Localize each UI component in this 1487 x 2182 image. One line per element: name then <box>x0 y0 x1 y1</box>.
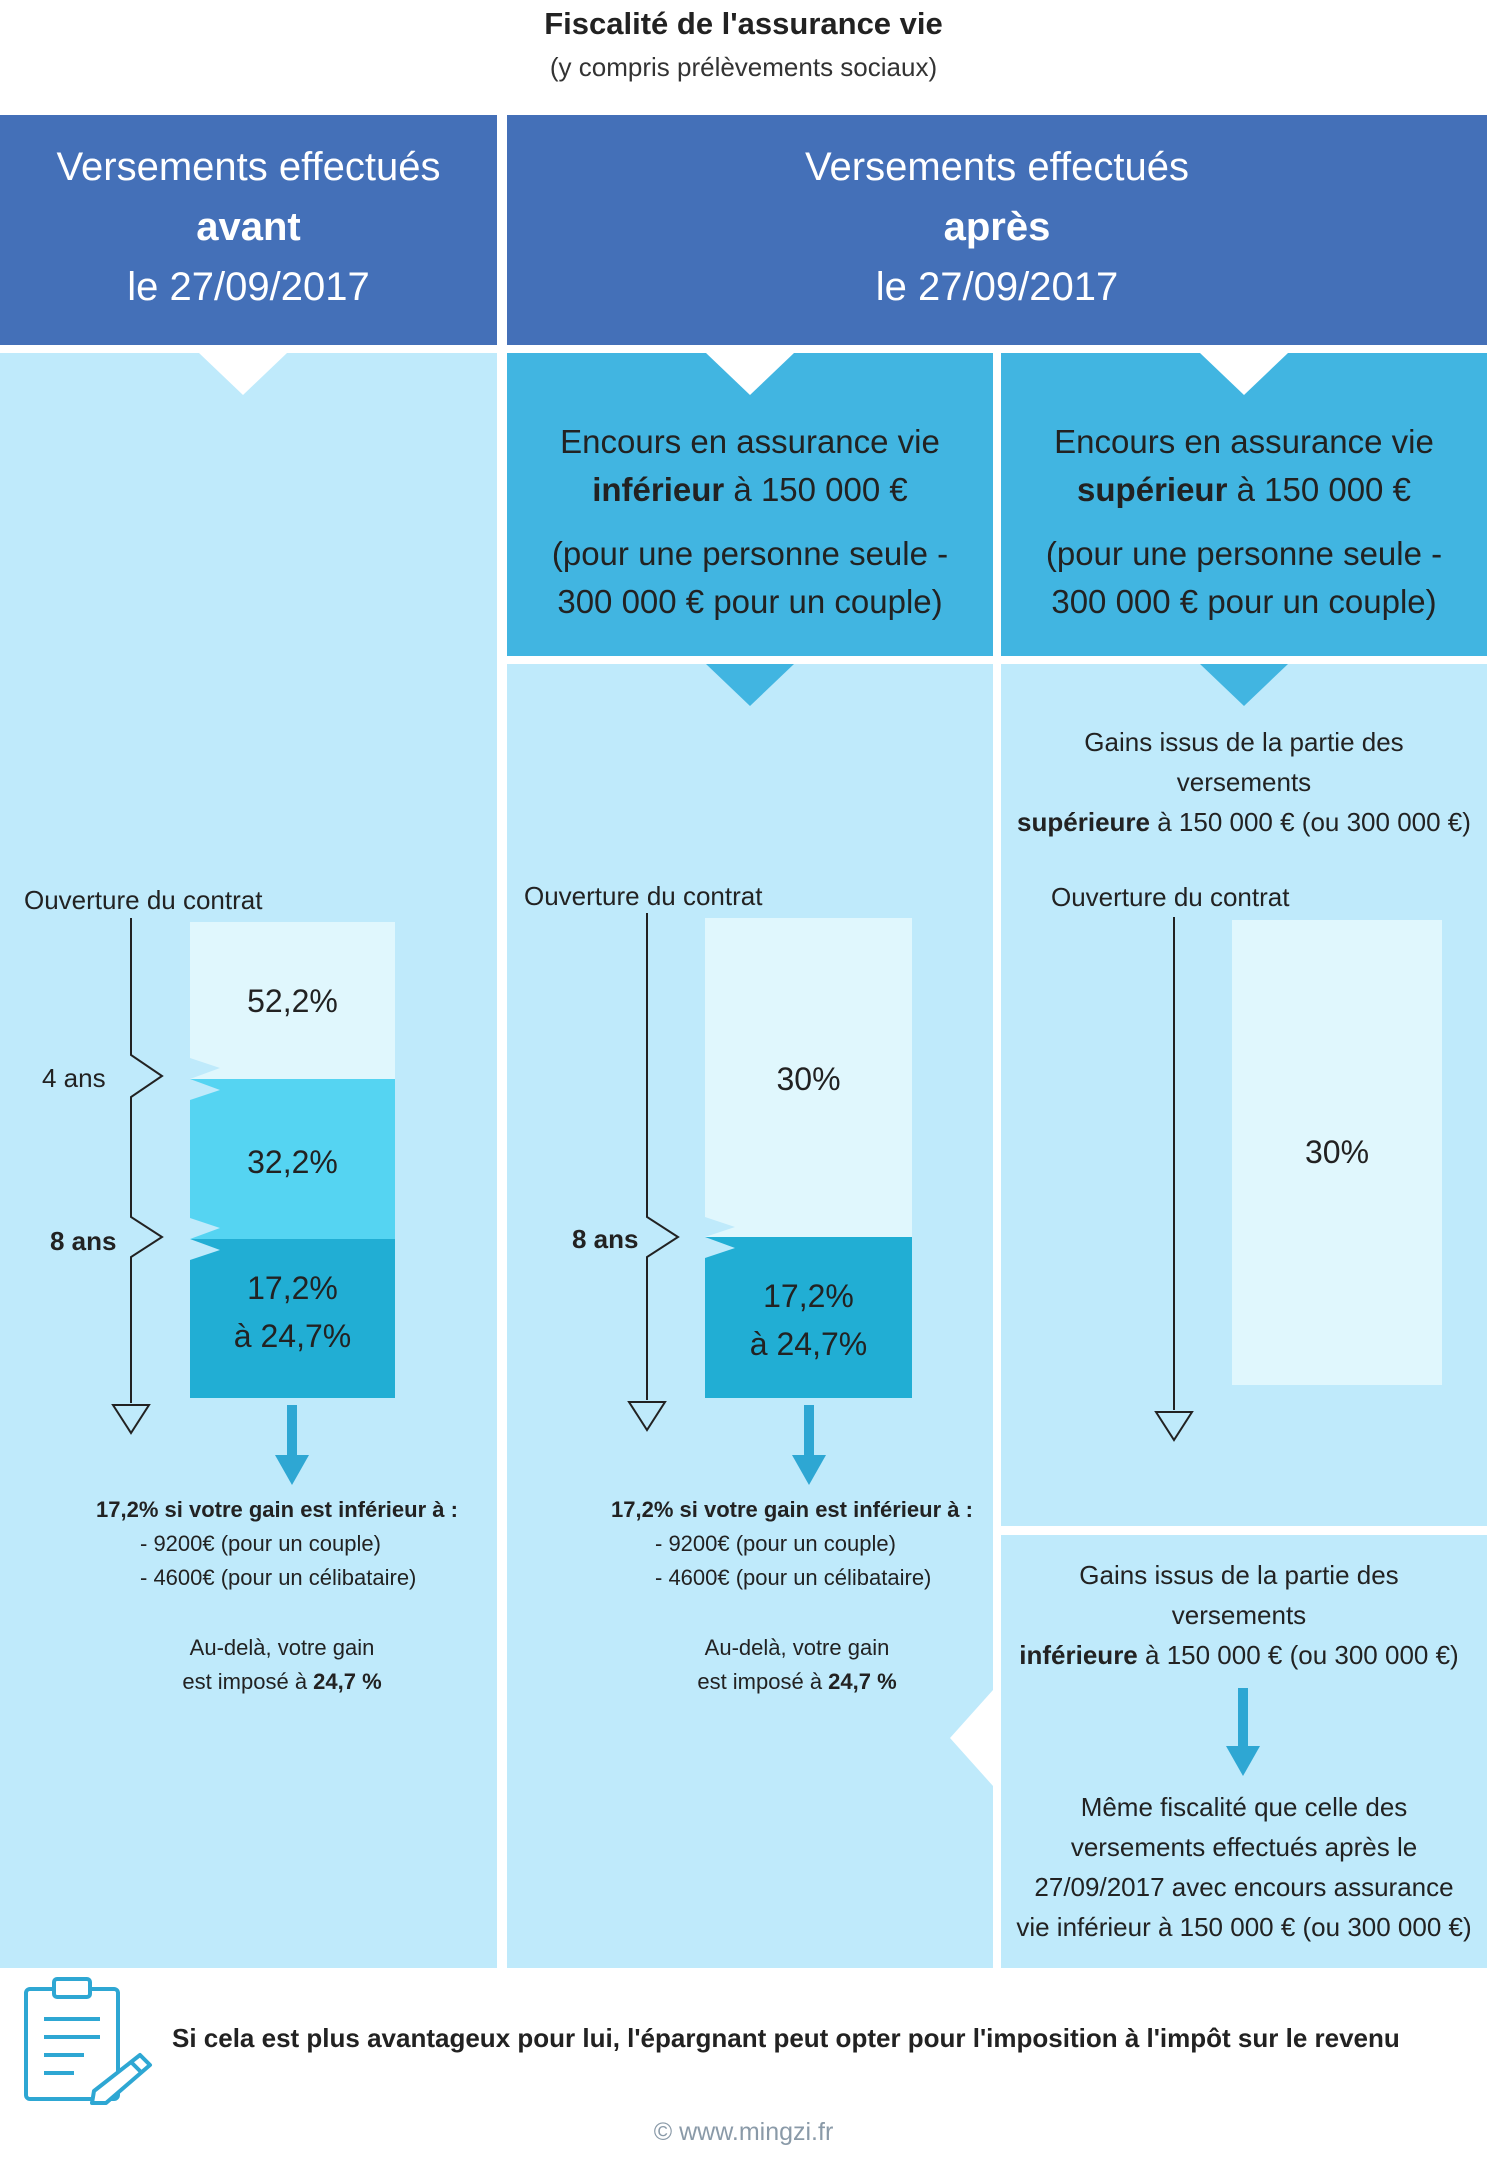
note-before-single: - 4600€ (pour un célibataire) <box>140 1565 417 1590</box>
rate-inferieur-second: 17,2% à 24,7% <box>705 1270 912 1370</box>
encours-superieur-box <box>1001 353 1487 656</box>
note-before-couple: - 9200€ (pour un couple) <box>140 1531 381 1556</box>
encours-inf-line1: Encours en assurance vie <box>560 423 940 460</box>
note-before: 17,2% si votre gain est inférieur à : - … <box>96 1493 476 1595</box>
header-before: Versements effectués avant le 27/09/2017 <box>0 115 497 345</box>
eight-years-label-inferieur: 8 ans <box>572 1224 639 1254</box>
note-before-beyond: Au-delà, votre gain est imposé à 24,7 % <box>96 1631 468 1699</box>
note-before-beyond1: Au-delà, votre gain <box>189 1635 375 1660</box>
header-before-line1: Versements effectués <box>56 145 441 189</box>
header-after-line2: après <box>943 205 1051 249</box>
encours-sup-line1: Encours en assurance vie <box>1054 423 1434 460</box>
meme-fiscalite-text: Même fiscalité que celle des versements … <box>1001 1787 1487 1947</box>
rate-inferieur-first: 30% <box>776 1061 841 1097</box>
notch-inferieur-2 <box>706 664 794 706</box>
header-before-line3: le 27/09/2017 <box>127 265 370 309</box>
meme-line3: 27/09/2017 avec encours assurance <box>1034 1872 1454 1902</box>
header-after-line3: le 27/09/2017 <box>875 265 1119 309</box>
encours-superieur-text: Encours en assurance vie supérieur à 150… <box>1001 418 1487 626</box>
note-inferieur-headline: 17,2% si votre gain est inférieur à : <box>611 1497 973 1522</box>
note-inferieur-beyond: Au-delà, votre gain est imposé à 24,7 % <box>611 1631 983 1699</box>
meme-line2: versements effectués après le <box>1070 1832 1418 1862</box>
encours-sup-line3: (pour une personne seule - <box>1045 535 1443 572</box>
note-before-headline: 17,2% si votre gain est inférieur à : <box>96 1497 458 1522</box>
meme-line1: Même fiscalité que celle des <box>1080 1792 1408 1822</box>
rate-superieur-first: 30% <box>1304 1134 1370 1170</box>
rate-before-first: 52,2% <box>247 983 338 1019</box>
note-inferieur: 17,2% si votre gain est inférieur à : - … <box>611 1493 991 1595</box>
notch-superieur <box>1200 353 1288 395</box>
rate-before-third-b: à 24,7% <box>233 1318 352 1354</box>
encours-sup-line2: supérieur à 150 000 € <box>1077 471 1411 508</box>
clipboard-icon <box>24 1977 152 2105</box>
gains-sup-line1: Gains issus de la partie des <box>1084 727 1404 757</box>
side-notch <box>950 1690 993 1786</box>
meme-line4: vie inférieur à 150 000 € (ou 300 000 €) <box>1016 1912 1472 1942</box>
encours-inferieur-box <box>507 353 993 656</box>
gains-superieure-text: Gains issus de la partie des versements … <box>1001 722 1487 842</box>
gains-inf-line2: versements <box>1171 1600 1307 1630</box>
page-title: Fiscalité de l'assurance vie <box>544 6 943 41</box>
rate-before-second: 32,2% <box>247 1144 338 1180</box>
four-years-label: 4 ans <box>42 1063 106 1093</box>
gains-inf-line3: inférieure à 150 000 € (ou 300 000 €) <box>1019 1640 1459 1670</box>
notch-superieur-2 <box>1200 664 1288 706</box>
header-after-line1: Versements effectués <box>805 145 1189 189</box>
rate-before-third-a: 17,2% <box>247 1270 338 1306</box>
copyright: © www.mingzi.fr <box>653 2118 834 2146</box>
ouverture-label-inferieur: Ouverture du contrat <box>524 881 763 911</box>
encours-inf-line3: (pour une personne seule - <box>551 535 949 572</box>
gains-inferieure-text: Gains issus de la partie des versements … <box>1001 1555 1477 1675</box>
encours-inf-line2: inférieur à 150 000 € <box>592 471 908 508</box>
header-before-line2: avant <box>196 205 301 249</box>
gains-inf-line1: Gains issus de la partie des <box>1079 1560 1399 1590</box>
notch-inferieur <box>706 353 794 395</box>
note-inferieur-beyond1: Au-delà, votre gain <box>704 1635 890 1660</box>
ouverture-label-before: Ouverture du contrat <box>24 885 263 915</box>
note-inferieur-single: - 4600€ (pour un célibataire) <box>655 1565 932 1590</box>
encours-inf-line4: 300 000 € pour un couple) <box>557 583 943 620</box>
encours-inferieur-text: Encours en assurance vie inférieur à 150… <box>507 418 993 626</box>
gains-sup-line3: supérieure à 150 000 € (ou 300 000 €) <box>1017 807 1471 837</box>
gains-sup-line2: versements <box>1176 767 1312 797</box>
band-superieur <box>1232 920 1442 1385</box>
notch-before <box>199 353 287 395</box>
header-after: Versements effectués après le 27/09/2017 <box>507 115 1487 345</box>
page-subtitle: (y compris prélèvements sociaux) <box>549 52 938 82</box>
note-inferieur-beyond2: est imposé à 24,7 % <box>697 1669 897 1694</box>
encours-sup-line4: 300 000 € pour un couple) <box>1051 583 1437 620</box>
ouverture-label-superieur: Ouverture du contrat <box>1051 882 1290 912</box>
note-inferieur-couple: - 9200€ (pour un couple) <box>655 1531 896 1556</box>
rate-inferieur-second-a: 17,2% <box>763 1278 854 1314</box>
eight-years-label-before: 8 ans <box>50 1226 117 1256</box>
footer-text: Si cela est plus avantageux pour lui, l'… <box>172 2023 1400 2053</box>
rate-before-third: 17,2% à 24,7% <box>190 1262 395 1362</box>
note-before-beyond2: est imposé à 24,7 % <box>182 1669 382 1694</box>
rate-inferieur-second-b: à 24,7% <box>749 1326 868 1362</box>
